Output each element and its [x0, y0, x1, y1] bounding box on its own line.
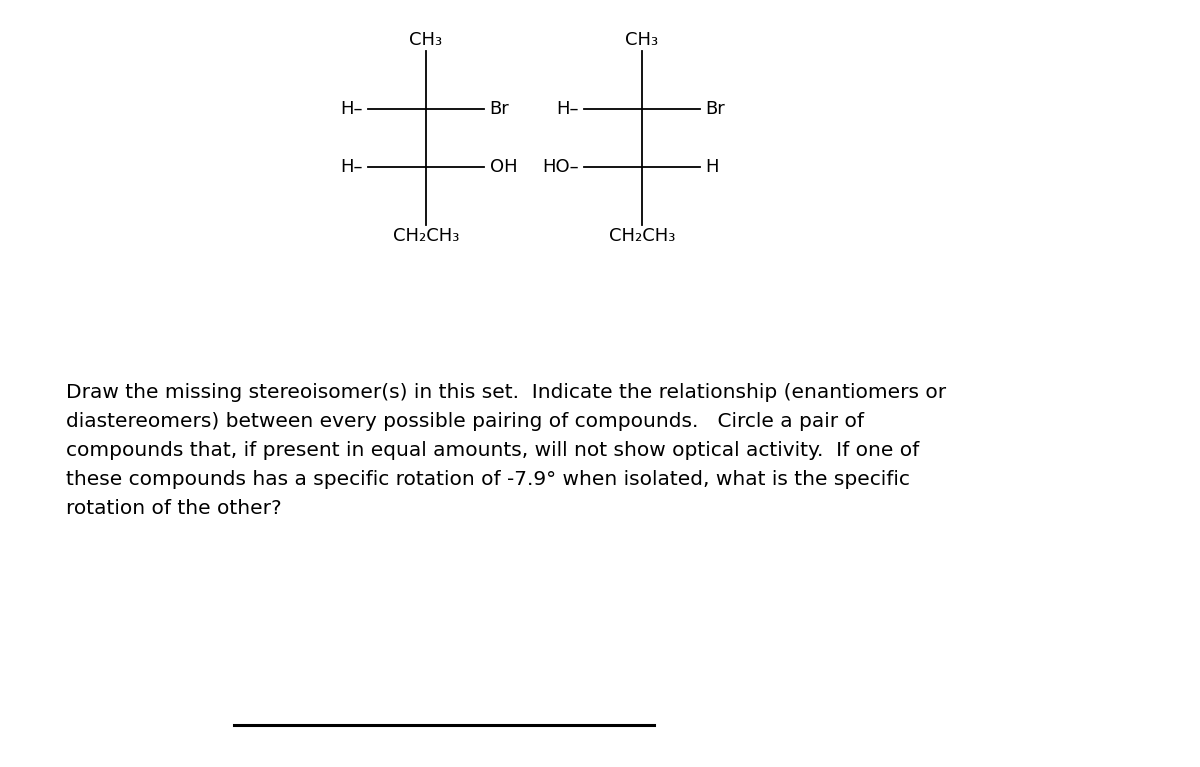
Text: CH₃: CH₃: [409, 31, 443, 49]
Text: CH₂CH₃: CH₂CH₃: [392, 227, 460, 245]
Text: H–: H–: [340, 100, 362, 118]
Text: H: H: [706, 158, 719, 176]
Text: Draw the missing stereoisomer(s) in this set.  Indicate the relationship (enanti: Draw the missing stereoisomer(s) in this…: [66, 384, 946, 518]
Text: Br: Br: [706, 100, 725, 118]
Text: H–: H–: [340, 158, 362, 176]
Text: HO–: HO–: [541, 158, 578, 176]
Text: OH: OH: [490, 158, 517, 176]
Text: H–: H–: [556, 100, 578, 118]
Text: Br: Br: [490, 100, 509, 118]
Text: CH₃: CH₃: [625, 31, 659, 49]
Text: CH₂CH₃: CH₂CH₃: [608, 227, 676, 245]
